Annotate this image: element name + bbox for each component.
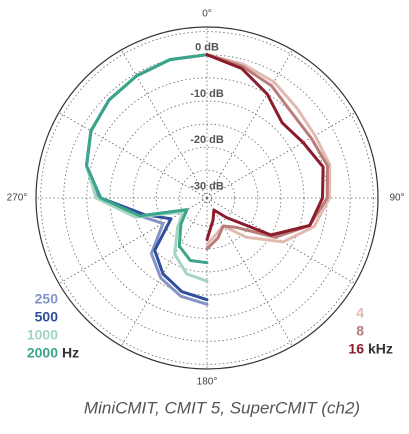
caption: MiniCMIT, CMIT 5, SuperCMIT (ch2): [84, 398, 360, 417]
r-tick-label: -10 dB: [190, 88, 224, 100]
angle-tick-label: 180°: [197, 377, 218, 388]
angle-tick-label: 90°: [389, 193, 404, 204]
series-line: [85, 53, 209, 283]
angle-tick-label: 270°: [7, 193, 28, 204]
grid-spoke: [58, 112, 208, 199]
series-line: [205, 53, 329, 251]
legend-entry: 2000: [27, 345, 58, 361]
legend-entry: 1000: [27, 327, 58, 343]
grid-ring: [155, 146, 259, 250]
grid-ring: [63, 54, 351, 342]
legend-entry: 250: [35, 291, 59, 307]
grid-spoke: [206, 197, 293, 347]
grid-ring: [132, 123, 282, 273]
r-tick-label: -20 dB: [190, 134, 224, 146]
legend-entry: 8: [356, 323, 364, 339]
angle-tick-label: 0°: [202, 9, 212, 20]
grid-spoke: [206, 112, 356, 199]
series-line: [205, 53, 325, 242]
legend-unit: Hz: [62, 345, 79, 361]
r-tick-label: -30 dB: [190, 180, 224, 192]
outer-ring: [35, 26, 379, 370]
legend-entry: 500: [35, 309, 59, 325]
legend-entry: 16: [348, 341, 364, 357]
legend-unit: kHz: [368, 341, 393, 357]
legend-entry: 4: [356, 305, 364, 321]
r-tick-label: 0 dB: [195, 42, 219, 54]
grid-spoke: [121, 197, 208, 347]
series-line: [85, 53, 209, 306]
grid-spoke: [206, 49, 293, 199]
grid-ring: [178, 169, 236, 227]
grid-spoke: [121, 49, 208, 199]
series-line: [85, 53, 209, 302]
grid-ring: [40, 31, 374, 365]
series-line: [85, 53, 209, 265]
